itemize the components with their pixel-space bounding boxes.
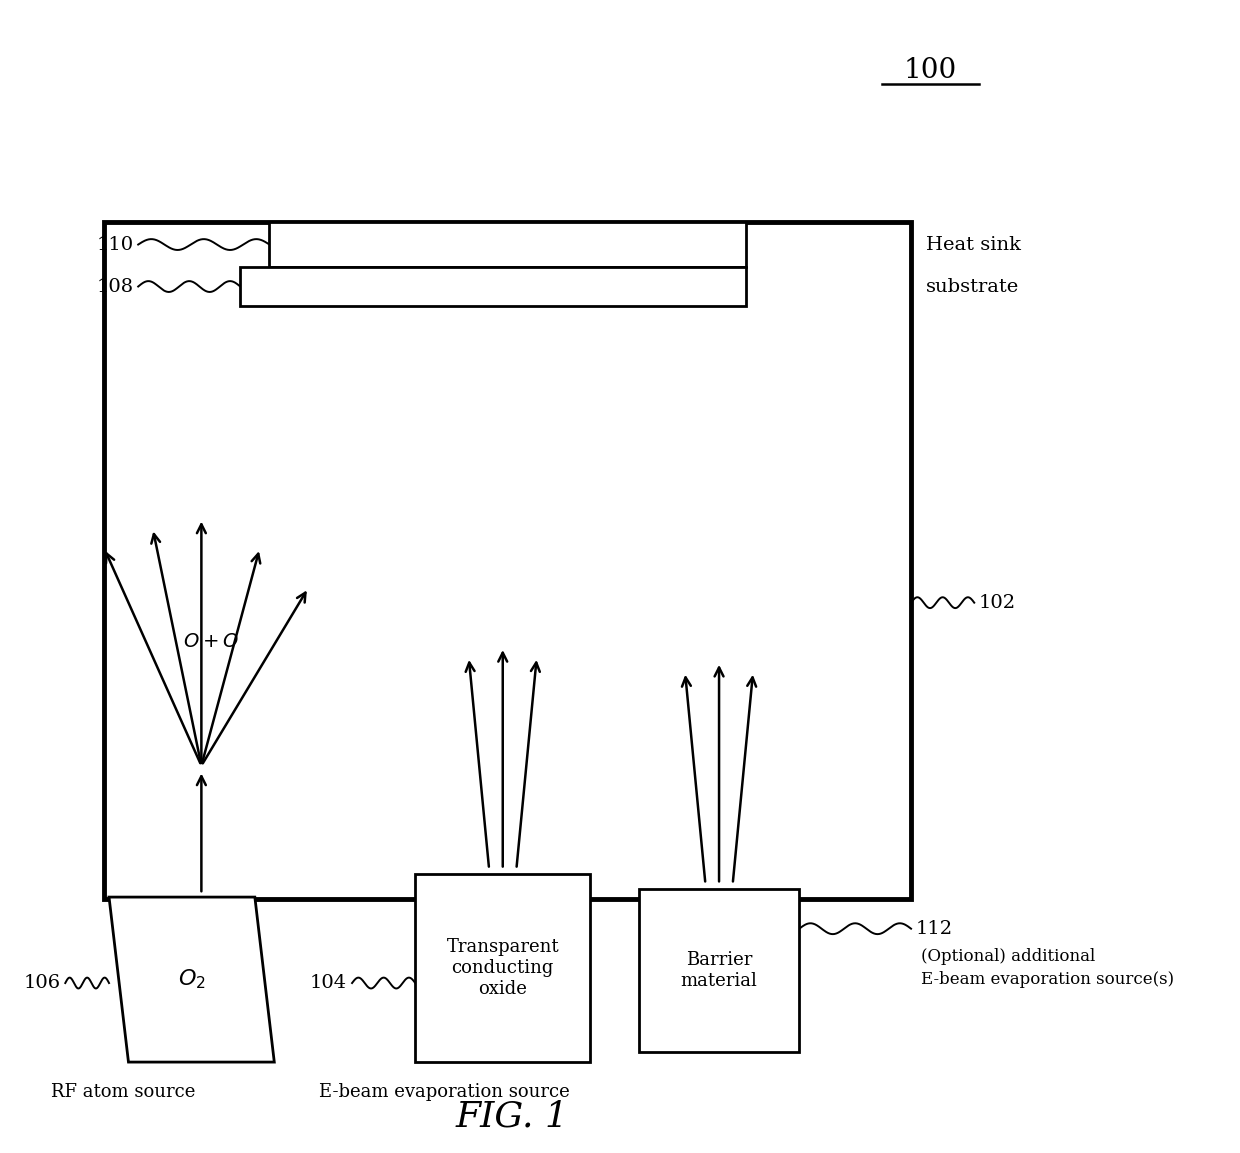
Text: $O + O$: $O + O$ — [184, 633, 239, 651]
Text: E-beam evaporation source: E-beam evaporation source — [319, 1083, 570, 1101]
Text: substrate: substrate — [925, 278, 1019, 295]
Text: 110: 110 — [97, 235, 134, 254]
Bar — [104, 223, 911, 899]
Text: 108: 108 — [97, 278, 134, 295]
Text: RF atom source: RF atom source — [51, 1083, 196, 1101]
Text: 102: 102 — [980, 594, 1017, 612]
Text: 104: 104 — [310, 974, 347, 992]
Text: FIG. 1: FIG. 1 — [456, 1100, 569, 1133]
Text: 106: 106 — [24, 974, 61, 992]
Text: (Optional) additional
E-beam evaporation source(s): (Optional) additional E-beam evaporation… — [921, 949, 1174, 988]
Text: 100: 100 — [904, 56, 957, 84]
Text: Transparent
conducting
oxide: Transparent conducting oxide — [446, 939, 559, 998]
Polygon shape — [109, 897, 274, 1062]
Bar — [415, 874, 590, 1062]
Bar — [241, 266, 745, 307]
Bar — [269, 223, 745, 266]
Text: 112: 112 — [916, 920, 954, 937]
Text: Barrier
material: Barrier material — [681, 951, 758, 990]
Text: $O_2$: $O_2$ — [177, 967, 206, 992]
Text: Heat sink: Heat sink — [925, 235, 1021, 254]
Bar — [639, 889, 800, 1053]
